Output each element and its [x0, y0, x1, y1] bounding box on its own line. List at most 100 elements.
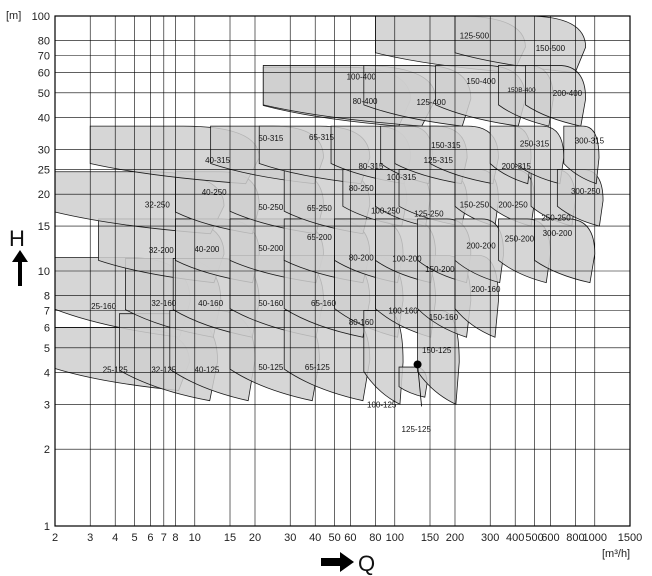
- series-label-200-160: 200-160: [471, 285, 501, 294]
- series-label-300-200: 300-200: [543, 229, 573, 238]
- right-arrow-icon: [321, 552, 354, 572]
- series-label-100-400: 100-400: [347, 72, 377, 81]
- series-label-40-125: 40-125: [194, 366, 219, 375]
- y-tick-label: 50: [38, 88, 50, 100]
- series-label-125-315: 125-315: [424, 156, 454, 165]
- y-tick-label: 5: [44, 343, 50, 355]
- series-label-80-250: 80-250: [349, 184, 374, 193]
- y-tick-label: 4: [44, 367, 50, 379]
- series-label-65-200: 65-200: [307, 233, 332, 242]
- series-label-300-315: 300-315: [575, 136, 605, 145]
- x-tick-label: 40: [309, 532, 321, 544]
- series-label-50-200: 50-200: [258, 244, 283, 253]
- y-tick-label: 15: [38, 221, 50, 233]
- series-label-150-250: 150-250: [460, 201, 490, 210]
- x-tick-label: 2: [52, 532, 58, 544]
- series-label-150-160: 150-160: [429, 313, 459, 322]
- series-label-250-315: 250-315: [520, 140, 550, 149]
- y-tick-label: 20: [38, 189, 50, 201]
- series-label-25-160: 25-160: [91, 302, 116, 311]
- series-label-50-250: 50-250: [258, 203, 283, 212]
- range-area-300-200: [534, 218, 596, 284]
- x-tick-label: 100: [386, 532, 404, 544]
- marked-point-leader: [417, 364, 422, 407]
- series-label-125-400: 125-400: [416, 98, 446, 107]
- series-label-150-200: 150-200: [425, 265, 455, 274]
- x-tick-label: 50: [328, 532, 340, 544]
- x-tick-label: 5: [132, 532, 138, 544]
- x-axis-symbol: Q: [358, 551, 375, 576]
- series-label-125-125: 125-125: [402, 425, 432, 434]
- series-label-200-315: 200-315: [502, 162, 532, 171]
- series-label-200-250: 200-250: [498, 201, 528, 210]
- series-labels: 25-125 25-160 32-125 32-160 32-200 32-250 40-1…: [91, 31, 604, 434]
- x-tick-label: 400: [506, 532, 524, 544]
- y-tick-labels: 1 2 3 4 5 6 7 8 10 15 20 25 30 40 50 60 70 80 100: [32, 11, 50, 533]
- series-label-100-315: 100-315: [387, 173, 417, 182]
- series-label-32-125: 32-125: [151, 366, 176, 375]
- series-label-40-200: 40-200: [194, 245, 219, 254]
- series-label-32-250: 32-250: [145, 201, 170, 210]
- marked-point: [413, 360, 422, 369]
- series-label-100-250: 100-250: [371, 206, 401, 215]
- series-label-32-200: 32-200: [149, 246, 174, 255]
- area-layer: [54, 15, 604, 405]
- grid-layer: [54, 15, 631, 527]
- x-tick-label: 1000: [583, 532, 607, 544]
- range-area-200-200: [454, 218, 504, 284]
- series-label-100-200: 100-200: [392, 254, 422, 263]
- y-tick-label: 25: [38, 165, 50, 177]
- series-label-65-315: 65-315: [309, 133, 334, 142]
- marked-point-layer: [413, 360, 422, 407]
- y-unit-label: [m]: [6, 10, 21, 22]
- series-label-100-125: 100-125: [367, 400, 397, 409]
- x-tick-label: 20: [249, 532, 261, 544]
- y-tick-label: 30: [38, 144, 50, 156]
- series-label-65-160: 65-160: [311, 299, 336, 308]
- x-tick-label: 8: [172, 532, 178, 544]
- x-tick-label: 6: [147, 532, 153, 544]
- series-label-200-400: 200-400: [553, 89, 583, 98]
- series-label-32-160: 32-160: [151, 299, 176, 308]
- series-label-125-500: 125-500: [460, 31, 490, 40]
- x-tick-label: 1500: [618, 532, 642, 544]
- series-label-150B-400: 150B-400: [507, 87, 536, 94]
- series-label-40-160: 40-160: [198, 299, 223, 308]
- series-label-150-315: 150-315: [431, 141, 461, 150]
- series-label-80-400: 80-400: [353, 97, 378, 106]
- x-tick-label: 7: [161, 532, 167, 544]
- series-label-40-315: 40-315: [205, 156, 230, 165]
- up-arrow-icon: [12, 250, 28, 286]
- x-unit-label: [m³/h]: [602, 548, 630, 560]
- series-label-80-160: 80-160: [349, 318, 374, 327]
- plot-frame: [54, 15, 631, 527]
- series-label-150-400: 150-400: [466, 77, 496, 86]
- y-tick-label: 100: [32, 11, 50, 23]
- y-tick-label: 40: [38, 112, 50, 124]
- y-tick-label: 6: [44, 323, 50, 335]
- y-axis-symbol: H: [9, 226, 25, 251]
- series-label-25-125: 25-125: [103, 366, 128, 375]
- x-tick-labels: 2 3 4 5 6 7 8 10 15 20 30 40 50 60 80 100 150 200 300 400 50…: [52, 532, 642, 544]
- y-tick-label: 80: [38, 36, 50, 48]
- x-tick-label: 300: [481, 532, 499, 544]
- series-label-50-125: 50-125: [258, 363, 283, 372]
- y-tick-label: 8: [44, 291, 50, 303]
- y-axis-symbol-group: H: [9, 226, 28, 286]
- range-area-200-400: [525, 65, 587, 127]
- x-tick-label: 150: [421, 532, 439, 544]
- series-label-50-315: 50-315: [258, 134, 283, 143]
- x-tick-label: 800: [566, 532, 584, 544]
- series-label-100-160: 100-160: [388, 307, 418, 316]
- y-tick-label: 70: [38, 51, 50, 63]
- y-tick-label: 1: [44, 521, 50, 533]
- series-label-125-250: 125-250: [414, 210, 444, 219]
- x-tick-label: 600: [541, 532, 559, 544]
- series-label-80-200: 80-200: [349, 253, 374, 262]
- x-tick-label: 10: [189, 532, 201, 544]
- y-tick-label: 2: [44, 444, 50, 456]
- x-tick-label: 30: [284, 532, 296, 544]
- series-label-150-125: 150-125: [422, 346, 452, 355]
- x-tick-label: 80: [369, 532, 381, 544]
